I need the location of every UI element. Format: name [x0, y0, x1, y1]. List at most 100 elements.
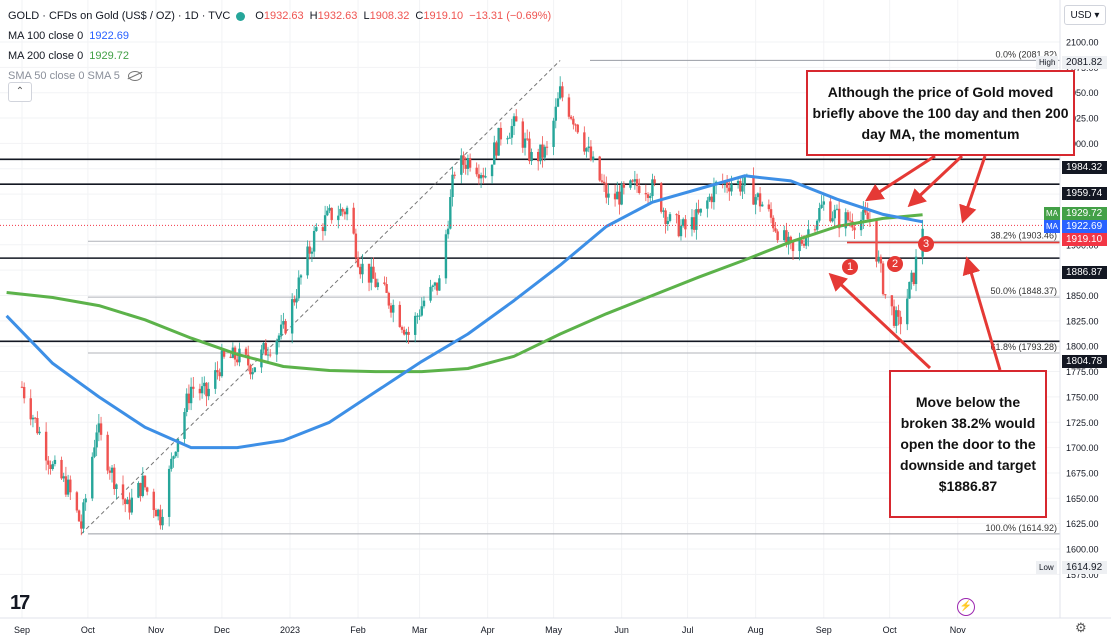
candle-up [833, 209, 836, 219]
candle-up [730, 184, 733, 192]
candle-down [113, 467, 116, 490]
candle-down [561, 86, 564, 98]
candle-down [884, 294, 887, 296]
candle-up [266, 354, 270, 356]
gear-icon[interactable]: ⚙ [1075, 620, 1087, 635]
ma100-legend[interactable]: MA 100 close 0 1922.69 [8, 26, 551, 46]
candle-down [372, 266, 375, 279]
y-tick-label: 1750.00 [1066, 392, 1099, 402]
candle-up [822, 201, 825, 205]
fib-level-label: 61.8% (1793.28) [990, 342, 1057, 352]
candle-up [651, 179, 654, 197]
candle-down [521, 121, 525, 148]
candle-down [829, 201, 832, 222]
candle-down [145, 487, 149, 492]
candle-down [387, 292, 391, 306]
candle-down [881, 263, 885, 295]
candle-down [848, 220, 852, 222]
sma50-legend[interactable]: SMA 50 close 0 SMA 5 [8, 66, 551, 86]
ohlc-values: O1932.63 H1932.63 L1908.32 C1919.10 −13.… [255, 10, 551, 22]
candle-down [464, 164, 467, 169]
hidden-eye-icon[interactable] [127, 71, 142, 81]
candle-up [620, 184, 623, 205]
candle-down [725, 182, 729, 188]
candle-up [299, 275, 303, 278]
candle-down [675, 214, 678, 216]
candle-down [598, 156, 601, 181]
collapse-legend-button[interactable]: ⌃ [8, 82, 32, 102]
ma100-value: 1922.69 [89, 30, 129, 42]
tradingview-logo[interactable]: 17 [10, 592, 30, 614]
candle-up [66, 479, 70, 495]
candle-up [310, 251, 314, 254]
candle-up [708, 196, 711, 201]
candle-up [84, 498, 87, 503]
candle-down [569, 116, 573, 119]
candle-down [321, 227, 325, 232]
candle-up [312, 230, 316, 252]
ma200-legend[interactable]: MA 200 close 0 1929.72 [8, 46, 551, 66]
candle-up [392, 304, 395, 313]
candle-down [359, 266, 362, 275]
candle-up [444, 234, 448, 279]
marker-3: 3 [918, 236, 934, 252]
candle-up [754, 197, 757, 205]
candle-down [574, 124, 577, 126]
ma100-name: MA 100 close 0 [8, 30, 84, 42]
candle-down [618, 191, 621, 205]
candle-up [295, 298, 298, 303]
candle-up [666, 220, 670, 225]
low-tag: 1614.92 [1062, 561, 1107, 574]
candle-down [453, 174, 456, 176]
candle-up [189, 386, 193, 404]
candle-down [389, 305, 393, 313]
candle-up [695, 209, 698, 230]
candle-down [64, 476, 68, 495]
chart-legend: GOLD · CFDs on Gold (US$ / OZ) · 1D · TV… [8, 6, 551, 86]
fib-level-label: 0.0% (2081.82) [995, 49, 1057, 59]
candle-up [895, 310, 898, 326]
candle-up [328, 207, 331, 211]
candle-up [170, 458, 173, 469]
candle-up [156, 509, 160, 517]
candle-up [479, 175, 483, 179]
candle-up [493, 142, 496, 165]
candle-down [374, 278, 377, 288]
symbol-row[interactable]: GOLD · CFDs on Gold (US$ / OZ) · 1D · TV… [8, 6, 551, 26]
candle-down [385, 284, 388, 293]
marker-2: 2 [887, 256, 903, 272]
candle-up [679, 225, 683, 237]
x-tick-label: Oct [883, 625, 898, 635]
candle-down [495, 142, 498, 156]
candle-up [31, 417, 35, 420]
x-tick-label: Apr [481, 625, 495, 635]
candle-down [653, 179, 656, 184]
candle-down [567, 97, 571, 117]
candle-up [539, 144, 542, 162]
candle-up [438, 278, 441, 291]
candle-up [743, 175, 746, 186]
lightning-icon[interactable]: ⚡ [957, 598, 975, 616]
candle-down [398, 304, 402, 327]
candle-down [767, 204, 771, 210]
candle-down [244, 348, 248, 355]
fib-level-label: 100.0% (1614.92) [985, 523, 1057, 533]
marker-1: 1 [842, 259, 858, 275]
candle-down [475, 167, 478, 175]
level-tag-1984: 1984.32 [1062, 161, 1107, 174]
high-value: 1932.63 [317, 10, 358, 22]
candle-up [512, 116, 516, 127]
candle-up [787, 236, 790, 245]
symbol-title[interactable]: GOLD · CFDs on Gold (US$ / OZ) · 1D · TV… [8, 10, 231, 22]
candle-down [697, 209, 700, 213]
candle-down [128, 499, 131, 513]
downside-callout-text: Move below the broken 38.2% would open t… [899, 393, 1037, 494]
candle-down [435, 282, 439, 291]
momentum-callout: Although the price of Gold moved briefly… [806, 70, 1075, 156]
y-tick-label: 1675.00 [1066, 468, 1099, 478]
x-tick-label: Nov [950, 625, 967, 635]
candle-down [875, 220, 878, 262]
currency-button[interactable]: USD ▾ [1064, 5, 1106, 25]
